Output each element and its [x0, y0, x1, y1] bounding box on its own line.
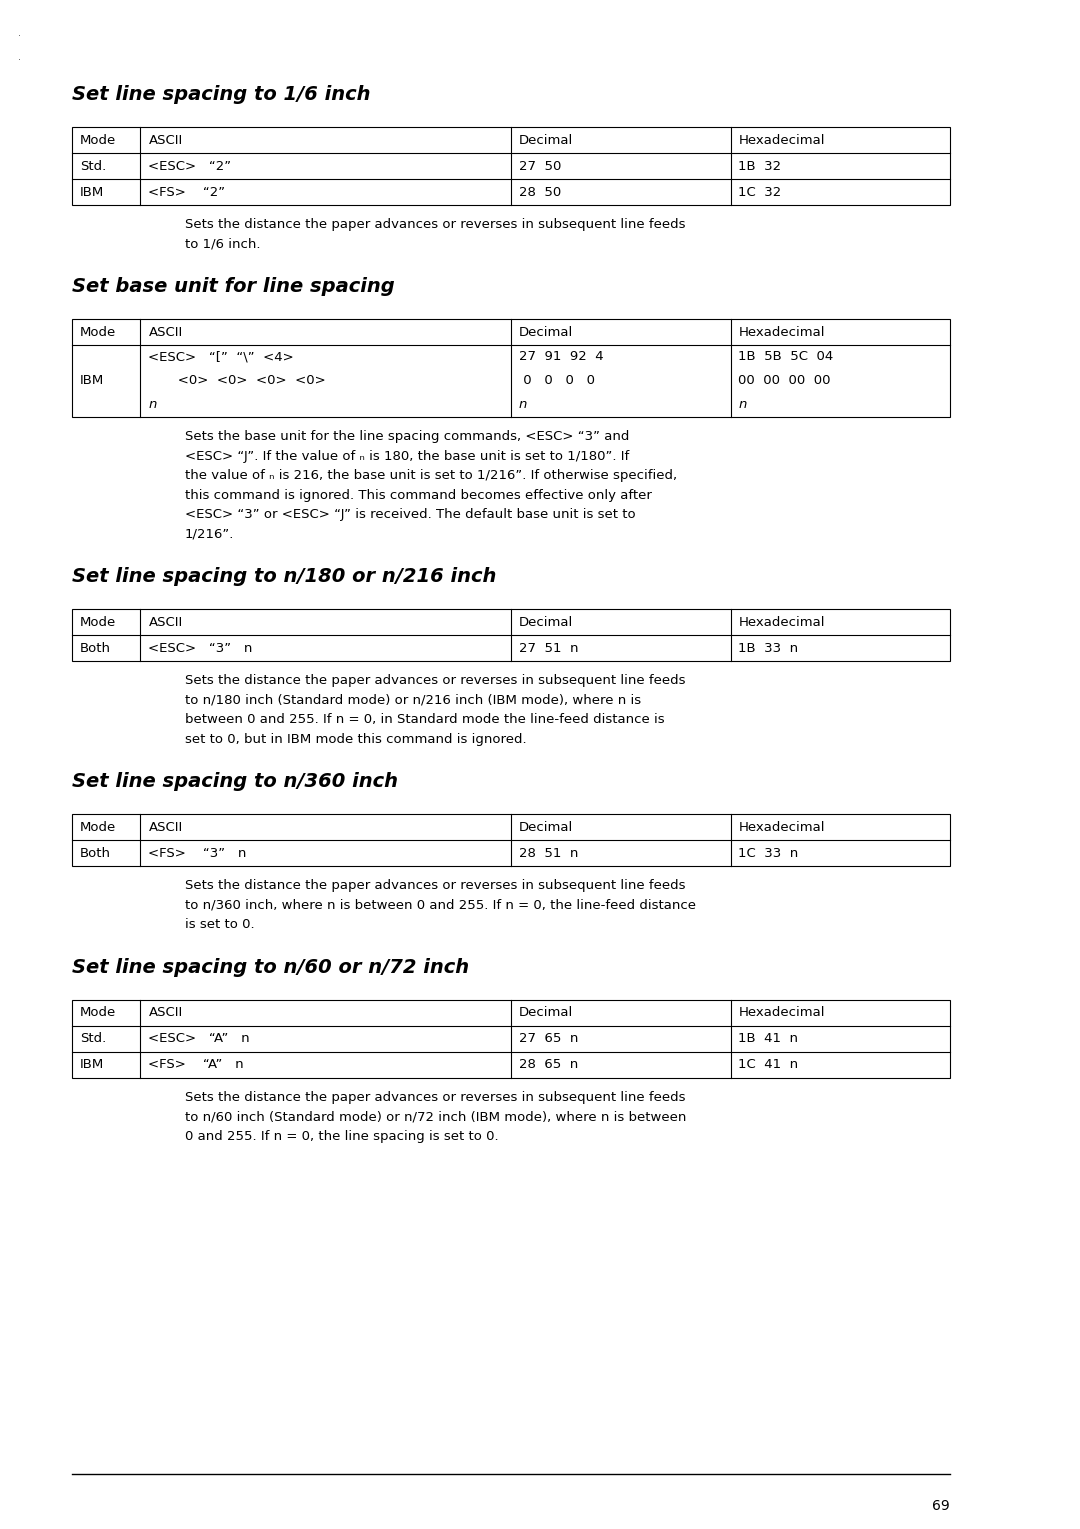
Text: Mode: Mode	[80, 1006, 117, 1018]
Text: Sets the distance the paper advances or reverses in subsequent line feeds: Sets the distance the paper advances or …	[185, 219, 686, 231]
Text: 1B  32: 1B 32	[739, 159, 782, 173]
Text: Set line spacing to n/360 inch: Set line spacing to n/360 inch	[72, 772, 399, 790]
Text: Set line spacing to 1/6 inch: Set line spacing to 1/6 inch	[72, 86, 370, 104]
Text: Mode: Mode	[80, 821, 117, 833]
Text: n: n	[148, 399, 157, 411]
Text: <ESC>   “[”  “\”  <4>: <ESC> “[” “\” <4>	[148, 350, 294, 364]
Bar	[72, 320, 950, 417]
Text: 69: 69	[932, 1498, 950, 1514]
Text: the value of ₙ is 216, the base unit is set to 1/216”. If otherwise specified,: the value of ₙ is 216, the base unit is …	[185, 469, 677, 482]
Text: Sets the distance the paper advances or reverses in subsequent line feeds: Sets the distance the paper advances or …	[185, 1090, 686, 1104]
Text: Both: Both	[80, 847, 111, 859]
Text: 27  91  92  4: 27 91 92 4	[519, 350, 604, 364]
Text: 0 and 255. If n = 0, the line spacing is set to 0.: 0 and 255. If n = 0, the line spacing is…	[185, 1130, 499, 1142]
Text: to n/60 inch (Standard mode) or n/72 inch (IBM mode), where n is between: to n/60 inch (Standard mode) or n/72 inc…	[185, 1110, 687, 1122]
Text: Decimal: Decimal	[519, 616, 573, 628]
Text: 00  00  00  00: 00 00 00 00	[739, 375, 831, 387]
Text: 28  51  n: 28 51 n	[519, 847, 579, 859]
Text: ASCII: ASCII	[148, 133, 183, 147]
Text: 0   0   0   0: 0 0 0 0	[519, 375, 595, 387]
Text: 28  65  n: 28 65 n	[519, 1058, 578, 1070]
Text: .: .	[18, 52, 21, 63]
Text: between 0 and 255. If n = 0, in Standard mode the line-feed distance is: between 0 and 255. If n = 0, in Standard…	[185, 713, 664, 726]
Text: 1C  32: 1C 32	[739, 185, 782, 199]
Text: Sets the base unit for the line spacing commands, <ESC> “3” and: Sets the base unit for the line spacing …	[185, 430, 630, 443]
Text: <FS>    “3”   n: <FS> “3” n	[148, 847, 247, 859]
Text: IBM: IBM	[80, 375, 105, 387]
Text: Sets the distance the paper advances or reverses in subsequent line feeds: Sets the distance the paper advances or …	[185, 879, 686, 891]
Text: 27  65  n: 27 65 n	[519, 1032, 579, 1044]
Text: ASCII: ASCII	[148, 1006, 183, 1018]
Bar	[72, 813, 950, 865]
Text: <ESC>   “A”   n: <ESC> “A” n	[148, 1032, 251, 1044]
Text: 27  51  n: 27 51 n	[519, 642, 579, 654]
Text: Std.: Std.	[80, 1032, 106, 1044]
Text: 1B  33  n: 1B 33 n	[739, 642, 798, 654]
Text: Hexadecimal: Hexadecimal	[739, 326, 825, 338]
Text: Decimal: Decimal	[519, 821, 573, 833]
Text: .: .	[18, 28, 21, 38]
Bar	[72, 609, 950, 661]
Text: Hexadecimal: Hexadecimal	[739, 616, 825, 628]
Text: <ESC>   “3”   n: <ESC> “3” n	[148, 642, 253, 654]
Text: Set line spacing to n/180 or n/216 inch: Set line spacing to n/180 or n/216 inch	[72, 567, 497, 586]
Text: to n/180 inch (Standard mode) or n/216 inch (IBM mode), where n is: to n/180 inch (Standard mode) or n/216 i…	[185, 694, 642, 706]
Text: Std.: Std.	[80, 159, 106, 173]
Bar	[72, 127, 950, 205]
Text: <ESC> “3” or <ESC> “J” is received. The default base unit is set to: <ESC> “3” or <ESC> “J” is received. The …	[185, 508, 636, 521]
Text: Set line spacing to n/60 or n/72 inch: Set line spacing to n/60 or n/72 inch	[72, 957, 469, 977]
Text: Set base unit for line spacing: Set base unit for line spacing	[72, 277, 395, 297]
Text: 28  50: 28 50	[519, 185, 562, 199]
Text: to 1/6 inch.: to 1/6 inch.	[185, 237, 260, 251]
Text: Decimal: Decimal	[519, 1006, 573, 1018]
Text: Hexadecimal: Hexadecimal	[739, 1006, 825, 1018]
Text: Mode: Mode	[80, 326, 117, 338]
Text: Both: Both	[80, 642, 111, 654]
Text: IBM: IBM	[80, 1058, 105, 1070]
Text: to n/360 inch, where n is between 0 and 255. If n = 0, the line-feed distance: to n/360 inch, where n is between 0 and …	[185, 899, 696, 911]
Text: this command is ignored. This command becomes effective only after: this command is ignored. This command be…	[185, 488, 652, 502]
Text: <0>  <0>  <0>  <0>: <0> <0> <0> <0>	[148, 375, 326, 387]
Text: <ESC>   “2”: <ESC> “2”	[148, 159, 231, 173]
Text: Sets the distance the paper advances or reverses in subsequent line feeds: Sets the distance the paper advances or …	[185, 674, 686, 687]
Text: Decimal: Decimal	[519, 326, 573, 338]
Text: Mode: Mode	[80, 133, 117, 147]
Text: is set to 0.: is set to 0.	[185, 917, 255, 931]
Text: n: n	[739, 399, 747, 411]
Text: 1B  41  n: 1B 41 n	[739, 1032, 798, 1044]
Text: Decimal: Decimal	[519, 133, 573, 147]
Text: ASCII: ASCII	[148, 616, 183, 628]
Text: set to 0, but in IBM mode this command is ignored.: set to 0, but in IBM mode this command i…	[185, 732, 527, 746]
Text: IBM: IBM	[80, 185, 105, 199]
Text: 1C  33  n: 1C 33 n	[739, 847, 799, 859]
Text: <FS>    “2”: <FS> “2”	[148, 185, 226, 199]
Text: ASCII: ASCII	[148, 821, 183, 833]
Bar	[72, 1000, 950, 1078]
Text: n: n	[519, 399, 527, 411]
Text: 1/216”.: 1/216”.	[185, 528, 234, 540]
Text: Hexadecimal: Hexadecimal	[739, 821, 825, 833]
Text: Mode: Mode	[80, 616, 117, 628]
Text: ASCII: ASCII	[148, 326, 183, 338]
Text: <ESC> “J”. If the value of ₙ is 180, the base unit is set to 1/180”. If: <ESC> “J”. If the value of ₙ is 180, the…	[185, 450, 630, 462]
Text: 27  50: 27 50	[519, 159, 562, 173]
Text: Hexadecimal: Hexadecimal	[739, 133, 825, 147]
Text: 1C  41  n: 1C 41 n	[739, 1058, 798, 1070]
Text: 1B  5B  5C  04: 1B 5B 5C 04	[739, 350, 834, 364]
Text: <FS>    “A”   n: <FS> “A” n	[148, 1058, 244, 1070]
